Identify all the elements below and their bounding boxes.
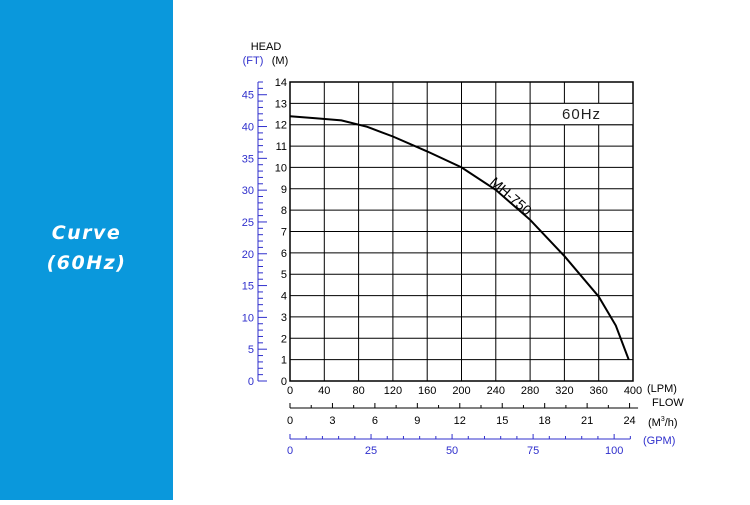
x-axis-m3h-unit: (M3/h) <box>648 416 678 429</box>
x-lpm-tick-label: 200 <box>452 385 470 397</box>
y-m-tick-label: 1 <box>281 355 287 367</box>
grid <box>289 81 634 382</box>
m3h-unit-pre: (M <box>648 417 661 429</box>
pump-curve-svg: 60Hz MH-750 HEAD (FT) (M) 01234567891011… <box>242 41 685 457</box>
plot-frame <box>289 81 634 382</box>
y-m-tick-label: 0 <box>281 376 287 388</box>
x-m3h-tick-label: 12 <box>454 415 466 427</box>
y-m-tick-label: 11 <box>276 141 287 153</box>
x-m3h-tick-label: 3 <box>329 415 335 427</box>
y-m-tick-label: 5 <box>281 269 287 281</box>
y-ft-tick-label: 35 <box>242 153 254 165</box>
y-m-tick-label: 6 <box>281 248 287 260</box>
y-m-tick-label: 7 <box>281 227 287 239</box>
y-axis-m-unit: (M) <box>272 55 289 67</box>
x-axis-title: FLOW <box>652 397 684 409</box>
y-m-tick-label: 3 <box>281 312 287 324</box>
x-lpm-tick-label: 40 <box>318 385 330 397</box>
pump-curve-chart: 60Hz MH-750 HEAD (FT) (M) 0 1 2 3 4 5 6 7 8 9 10 11… <box>173 0 750 500</box>
y-ft-tick-label: 45 <box>242 90 254 102</box>
y-axis-feet: 0 5 10 15 20 25 30 35 40 45 <box>242 81 267 388</box>
y-m-tick-label: 9 <box>281 184 287 196</box>
y-axis-title: HEAD <box>251 41 282 53</box>
x-m3h-tick-label: 0 <box>287 415 293 427</box>
x-axis-gpm: 0 25 50 75 100 <box>287 434 631 457</box>
x-axis-gpm-unit: (GPM) <box>643 435 675 447</box>
y-m-tick-label: 10 <box>275 162 287 174</box>
y-m-tick-label: 8 <box>281 205 287 217</box>
x-lpm-tick-label: 280 <box>521 385 539 397</box>
x-axis-m3h: 0 3 6 9 12 15 18 21 24 <box>287 403 639 427</box>
x-m3h-tick-label: 9 <box>414 415 420 427</box>
x-m3h-tick-label: 21 <box>581 415 593 427</box>
y-m-tick-label: 2 <box>281 333 287 345</box>
x-lpm-tick-label: 120 <box>384 385 402 397</box>
x-lpm-tick-label: 0 <box>287 385 293 397</box>
side-title-frequency: (60Hz) <box>46 252 127 274</box>
series-mh-750-line <box>289 115 630 360</box>
y-m-tick-label: 4 <box>281 291 287 303</box>
y-ft-tick-label: 40 <box>242 122 254 134</box>
x-m3h-tick-label: 6 <box>372 415 378 427</box>
m3h-unit-sup: 3 <box>661 416 665 423</box>
x-lpm-tick-label: 240 <box>487 385 505 397</box>
m3h-unit-post: /h) <box>665 417 678 429</box>
y-axis-ft-unit: (FT) <box>243 55 264 67</box>
x-lpm-tick-label: 160 <box>418 385 436 397</box>
x-gpm-tick-label: 25 <box>365 445 377 457</box>
y-ft-tick-label: 0 <box>248 376 254 388</box>
x-axis-lpm: 0 40 80 120 160 200 240 280 320 360 400 <box>287 385 642 397</box>
side-title-curve: Curve <box>51 222 122 244</box>
y-ft-tick-label: 5 <box>248 344 254 356</box>
x-gpm-tick-label: 0 <box>287 445 293 457</box>
frequency-label: 60Hz <box>562 106 601 123</box>
x-m3h-tick-label: 18 <box>539 415 551 427</box>
x-m3h-tick-label: 15 <box>496 415 508 427</box>
x-lpm-tick-label: 360 <box>590 385 608 397</box>
y-ft-tick-label: 30 <box>242 185 254 197</box>
x-gpm-tick-label: 50 <box>446 445 458 457</box>
x-gpm-tick-label: 100 <box>605 445 623 457</box>
x-m3h-tick-label: 24 <box>623 415 635 427</box>
x-axis-lpm-unit: (LPM) <box>647 383 677 395</box>
x-gpm-tick-label: 75 <box>527 445 539 457</box>
side-panel: Curve (60Hz) <box>0 0 173 500</box>
series-mh-750-label: MH-750 <box>487 174 535 219</box>
y-m-tick-label: 13 <box>275 98 287 110</box>
x-lpm-tick-label: 400 <box>624 385 642 397</box>
y-ft-tick-label: 20 <box>242 249 254 261</box>
x-lpm-tick-label: 320 <box>555 385 573 397</box>
frequency-box <box>529 102 634 126</box>
y-ft-tick-label: 10 <box>242 312 254 324</box>
x-lpm-tick-label: 80 <box>352 385 364 397</box>
y-ft-tick-label: 25 <box>242 217 254 229</box>
y-m-tick-label: 12 <box>275 120 287 132</box>
y-ft-tick-label: 15 <box>242 281 254 293</box>
y-m-tick-label: 14 <box>275 77 287 89</box>
